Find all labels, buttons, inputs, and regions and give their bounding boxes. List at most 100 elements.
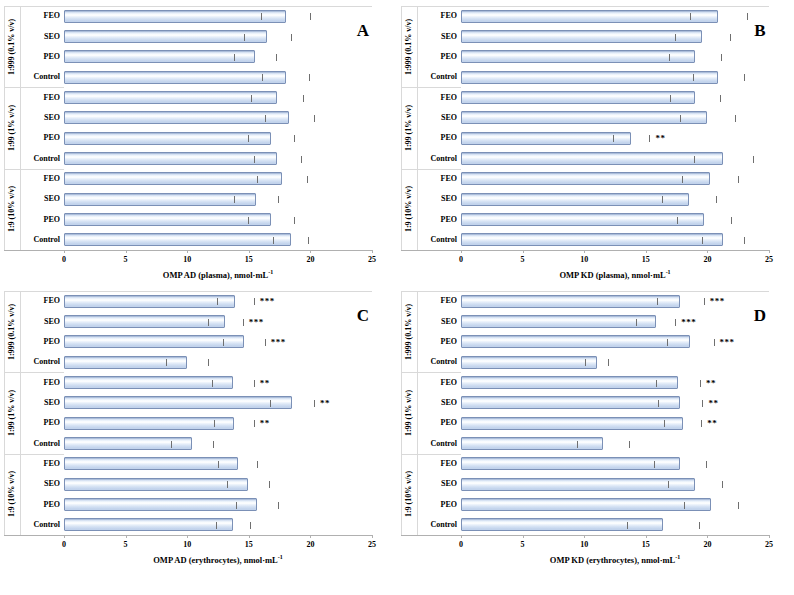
bar-category-label: PEO <box>419 500 457 510</box>
x-tick-label: 15 <box>238 255 260 265</box>
error-bar-left-cap <box>166 359 167 366</box>
error-bar-right-cap <box>700 380 701 387</box>
bar-category-label: Control <box>419 72 457 82</box>
error-bar-left-cap <box>251 95 252 102</box>
x-tick-mark <box>584 535 585 538</box>
label-area-split-line <box>417 6 418 250</box>
bar-seo <box>461 478 695 491</box>
x-axis-title-superscript: -1 <box>666 269 671 275</box>
x-tick-mark <box>249 535 250 538</box>
bar-category-label: SEO <box>419 317 457 327</box>
error-bar-right-cap <box>720 95 721 102</box>
x-tick-mark <box>126 250 127 253</box>
bar-peo <box>461 132 631 145</box>
bar-seo <box>461 396 680 409</box>
error-bar-left-cap <box>244 34 245 41</box>
bar-category-label: SEO <box>22 113 60 123</box>
x-tick-label: 5 <box>512 540 534 550</box>
bar-feo <box>461 295 680 308</box>
group-label: 1:9 (10% v/v) <box>7 454 17 535</box>
group-label: 1:999 (0.1% v/v) <box>7 6 17 87</box>
error-bar-left-cap <box>693 74 694 81</box>
x-tick-label: 0 <box>53 255 75 265</box>
significance-annotation: ** <box>260 378 270 388</box>
panel-C: 0510152025OMP AD (erythrocytes), nmol·mL… <box>0 285 397 565</box>
group-label: 1:999 (0.1% v/v) <box>404 6 414 87</box>
error-bar-right-cap <box>730 34 731 41</box>
error-bar-right-cap <box>735 115 736 122</box>
x-tick-label: 20 <box>696 255 718 265</box>
bar-category-label: PEO <box>419 418 457 428</box>
error-bar-left-cap <box>662 196 663 203</box>
bar-category-label: SEO <box>419 32 457 42</box>
group-label: 1:9 (10% v/v) <box>404 169 414 250</box>
x-axis-title-superscript: -1 <box>278 554 283 560</box>
x-tick-label: 25 <box>758 255 780 265</box>
significance-annotation: ** <box>707 418 717 428</box>
bar-seo <box>64 193 256 206</box>
error-bar-left-cap <box>657 298 658 305</box>
x-axis-title: OMP AD (erythrocytes), nmol·mL-1 <box>64 552 372 566</box>
error-bar-left-cap <box>680 115 681 122</box>
error-bar-left-cap <box>257 176 258 183</box>
error-bar-left-cap <box>613 135 614 142</box>
significance-annotation: *** <box>720 337 735 347</box>
bar-control <box>64 233 291 246</box>
x-tick-mark <box>372 535 373 538</box>
panel-letter-A: A <box>352 22 374 40</box>
panel-D: 0510152025OMP KD (erythrocytes), nmol·mL… <box>397 285 794 565</box>
bar-category-label: FEO <box>419 174 457 184</box>
error-bar-right-cap <box>608 359 609 366</box>
bar-category-label: Control <box>419 357 457 367</box>
bar-feo <box>64 10 286 23</box>
bar-feo <box>461 457 680 470</box>
bar-control <box>461 152 723 165</box>
bar-peo <box>461 417 683 430</box>
error-bar-left-cap <box>227 481 228 488</box>
bar-category-label: PEO <box>22 337 60 347</box>
error-bar-right-cap <box>675 319 676 326</box>
x-tick-mark <box>461 535 462 538</box>
bar-control <box>461 437 603 450</box>
bar-category-label: SEO <box>419 398 457 408</box>
bar-peo <box>64 213 271 226</box>
label-area-left-border <box>401 291 402 535</box>
error-bar-right-cap <box>278 196 279 203</box>
group-label: 1:999 (0.1% v/v) <box>7 291 17 372</box>
bar-category-label: SEO <box>22 398 60 408</box>
x-tick-label: 5 <box>512 255 534 265</box>
error-bar-left-cap <box>171 441 172 448</box>
bar-category-label: SEO <box>22 479 60 489</box>
x-tick-label: 10 <box>573 540 595 550</box>
bar-category-label: FEO <box>419 459 457 469</box>
error-bar-right-cap <box>301 156 302 163</box>
error-bar-right-cap <box>213 441 214 448</box>
error-bar-left-cap <box>273 237 274 244</box>
error-bar-right-cap <box>753 156 754 163</box>
significance-annotation: ** <box>708 398 718 408</box>
error-bar-right-cap <box>701 420 702 427</box>
x-tick-mark <box>310 535 311 538</box>
x-tick-mark <box>646 535 647 538</box>
error-bar-left-cap <box>216 522 217 529</box>
x-tick-mark <box>372 250 373 253</box>
x-tick-mark <box>249 250 250 253</box>
bar-feo <box>461 91 695 104</box>
bar-category-label: PEO <box>22 215 60 225</box>
error-bar-right-cap <box>721 54 722 61</box>
error-bar-left-cap <box>668 481 669 488</box>
x-tick-label: 20 <box>696 540 718 550</box>
x-axis-title-text: OMP KD (erythrocytes), nmol·mL <box>550 555 675 565</box>
error-bar-left-cap <box>684 502 685 509</box>
bar-category-label: FEO <box>419 11 457 21</box>
error-bar-left-cap <box>656 380 657 387</box>
error-bar-right-cap <box>699 522 700 529</box>
x-tick-label: 0 <box>53 540 75 550</box>
bar-category-label: SEO <box>419 479 457 489</box>
figure-page: { "figure": { "background": "#ffffff", "… <box>0 0 794 595</box>
error-bar-right-cap <box>722 481 723 488</box>
four-panel-bar-chart-figure: 0510152025OMP AD (plasma), nmol·mL-1A1:9… <box>0 0 794 595</box>
error-bar-right-cap <box>307 176 308 183</box>
bar-control <box>64 518 233 531</box>
error-bar-right-cap <box>254 380 255 387</box>
